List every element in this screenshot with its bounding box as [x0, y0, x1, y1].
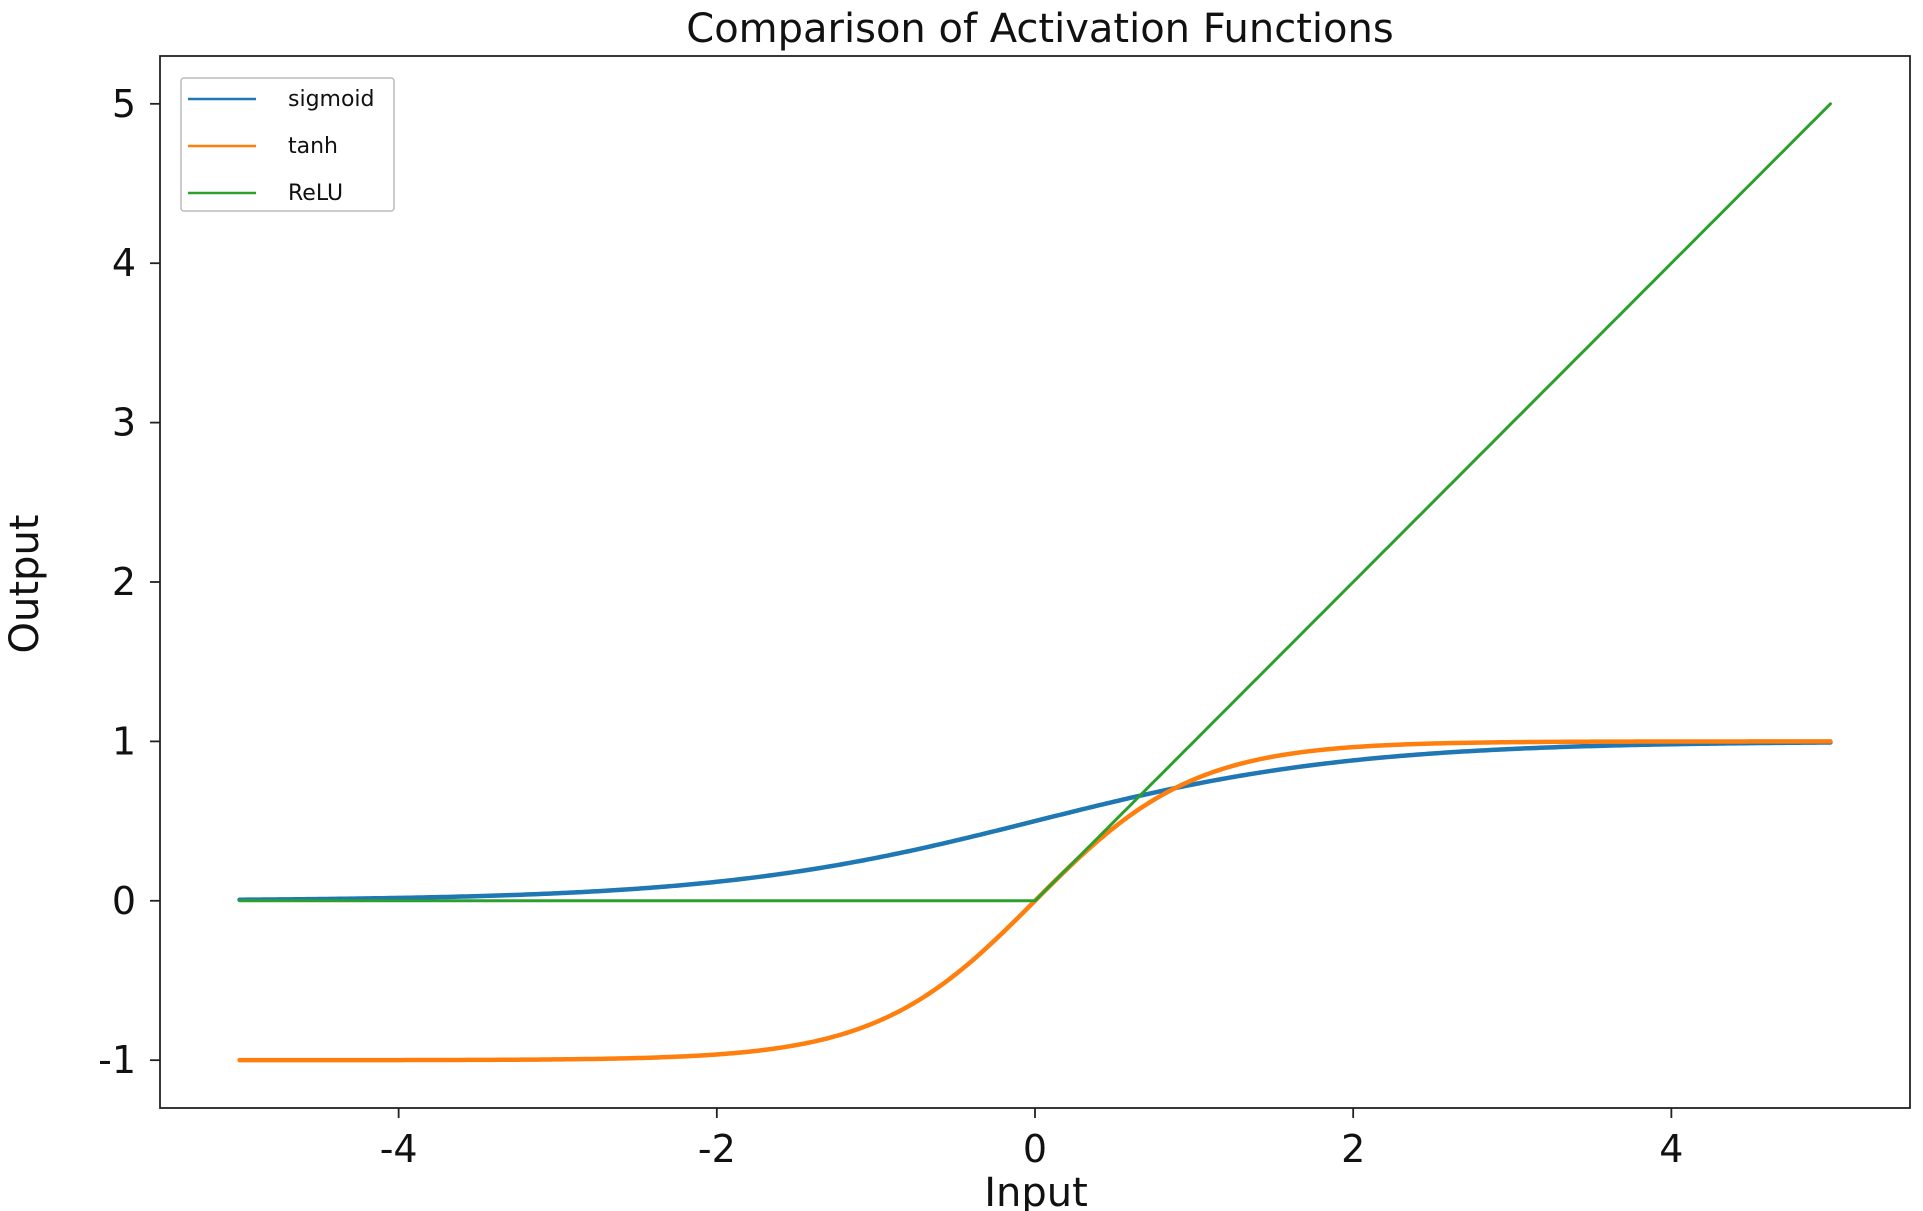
- y-tick-label: 2: [112, 560, 136, 604]
- series-line-sigmoid: [237, 740, 1833, 902]
- x-tick-label: 2: [1341, 1127, 1365, 1171]
- legend-items: sigmoid tanh ReLU: [188, 87, 375, 206]
- y-axis-label: Output: [2, 515, 48, 654]
- y-tick-label: 0: [112, 879, 136, 923]
- chart-title: Comparison of Activation Functions: [686, 6, 1393, 52]
- legend-box: [180, 77, 395, 212]
- x-tick-label: 4: [1659, 1127, 1683, 1171]
- x-axis-ticks: -4 -2 0 2 4: [380, 1108, 1683, 1171]
- x-tick-label: 0: [1023, 1127, 1047, 1171]
- x-tick-label: -4: [380, 1127, 418, 1171]
- y-tick-label: 5: [112, 82, 136, 126]
- plot-frame: [159, 55, 1911, 1109]
- legend-label-tanh: tanh: [288, 134, 338, 159]
- legend-label-sigmoid: sigmoid: [288, 87, 375, 112]
- legend: sigmoid tanh ReLU: [180, 77, 395, 212]
- y-tick-label: 4: [112, 241, 136, 285]
- series-line-relu: [238, 102, 1832, 903]
- legend-label-relu: ReLU: [288, 181, 343, 206]
- y-tick-label: -1: [98, 1038, 136, 1082]
- x-tick-label: -2: [698, 1127, 736, 1171]
- y-axis-ticks: -1 0 1 2 3 4 5: [98, 82, 160, 1082]
- y-tick-label: 1: [112, 719, 136, 763]
- x-axis-label: Input: [984, 1170, 1088, 1211]
- series-lines: [237, 102, 1833, 1063]
- y-tick-label: 3: [112, 401, 136, 445]
